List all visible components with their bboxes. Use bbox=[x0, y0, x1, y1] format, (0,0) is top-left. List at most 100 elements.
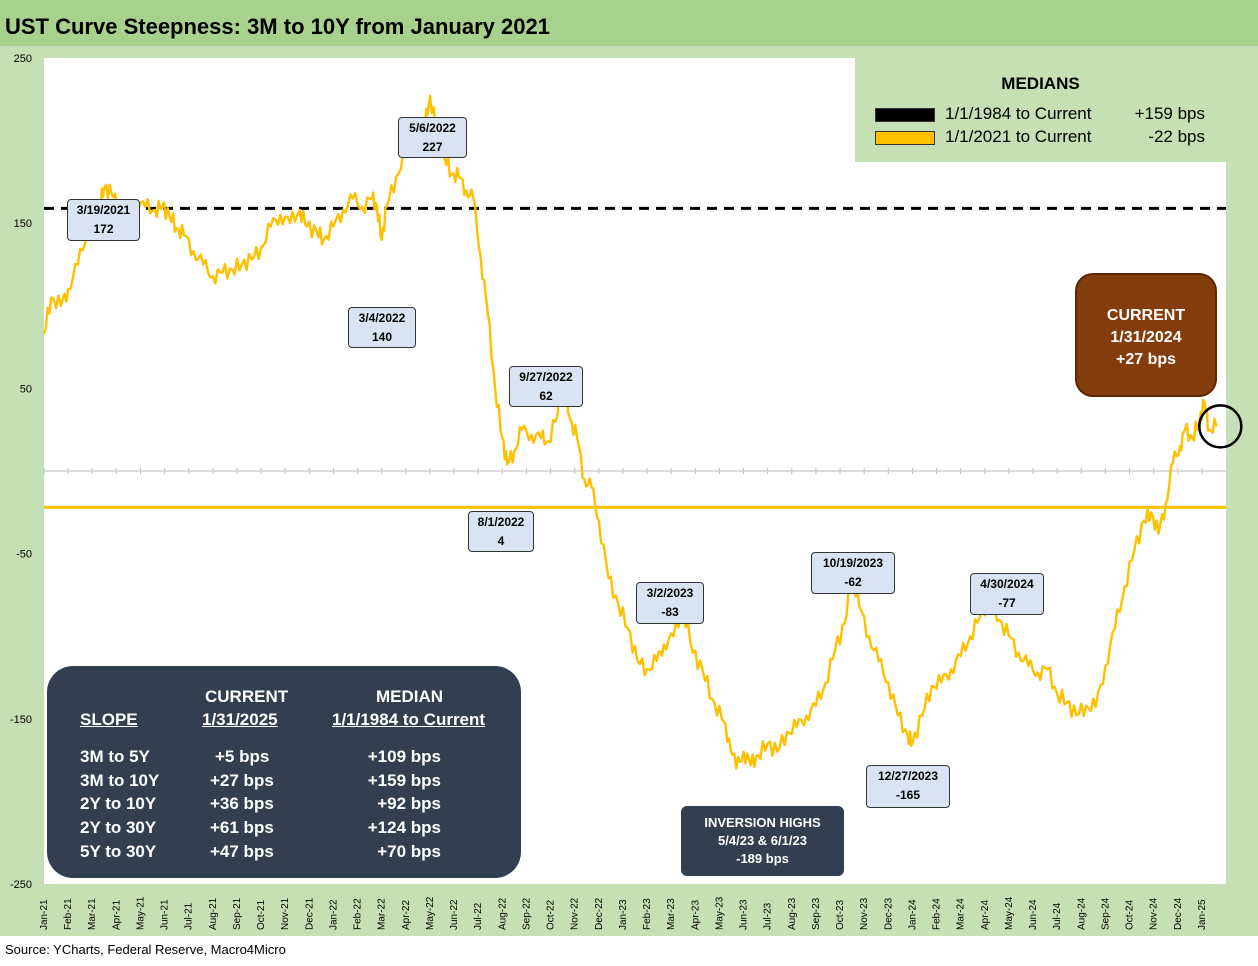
x-tick-label: Jun-22 bbox=[449, 899, 460, 930]
annotation-value: -77 bbox=[998, 596, 1016, 610]
x-tick-label: Jun-21 bbox=[160, 899, 171, 930]
x-tick-label: Nov-22 bbox=[570, 897, 581, 930]
row-median: +70 bps bbox=[377, 842, 441, 861]
medians-legend: MEDIANS 1/1/1984 to Current +159 bps 1/1… bbox=[855, 58, 1226, 162]
y-tick-label: 250 bbox=[14, 53, 32, 65]
annotation-box: 3/2/2023 -83 bbox=[636, 582, 704, 624]
x-tick-label: Feb-22 bbox=[353, 898, 364, 930]
series-line bbox=[42, 94, 1218, 770]
legend-swatch-gold bbox=[875, 131, 935, 145]
x-tick-label: Jan-25 bbox=[1197, 899, 1208, 930]
x-tick-label: Feb-23 bbox=[642, 898, 653, 930]
x-tick-label: Jun-24 bbox=[1028, 899, 1039, 930]
x-tick-label: Jul-24 bbox=[1052, 902, 1063, 930]
x-tick-label: Jul-21 bbox=[184, 902, 195, 930]
x-tick-label: Oct-24 bbox=[1125, 900, 1136, 930]
row-slope: 3M to 10Y bbox=[80, 771, 160, 790]
x-tick-label: Apr-24 bbox=[980, 900, 991, 930]
x-tick-label: May-23 bbox=[714, 896, 725, 930]
annotation-box: 4/30/2024 -77 bbox=[970, 573, 1044, 615]
header-median: MEDIAN bbox=[376, 687, 444, 706]
annotation-date: 3/2/2023 bbox=[646, 586, 694, 600]
annotation-date: 8/1/2022 bbox=[477, 515, 525, 529]
y-axis: 250 150 50 -50 -150 -250 bbox=[10, 53, 32, 891]
x-tick-label: Sep-22 bbox=[521, 897, 532, 930]
inversion-heading: INVERSION HIGHS bbox=[704, 815, 821, 830]
x-tick-label: Apr-23 bbox=[690, 900, 701, 930]
x-axis: Jan-21 Feb-21 Mar-21 Apr-21 May-21 Jun-21 Jul-… bbox=[39, 468, 1208, 930]
x-tick-label: Jan-21 bbox=[39, 899, 50, 930]
annotation-box: 8/1/2022 4 bbox=[468, 511, 534, 552]
annotation-date: 10/19/2023 bbox=[822, 556, 884, 570]
x-tick-label: Apr-22 bbox=[401, 900, 412, 930]
row-slope: 5Y to 30Y bbox=[80, 842, 157, 861]
annotation-box: 9/27/2022 62 bbox=[509, 366, 583, 407]
x-tick-label: Feb-21 bbox=[63, 898, 74, 930]
x-tick-label: Nov-24 bbox=[1149, 897, 1160, 930]
row-median: +92 bps bbox=[377, 794, 441, 813]
x-tick-label: Mar-22 bbox=[377, 898, 388, 930]
x-tick-label: Sep-21 bbox=[232, 897, 243, 930]
x-tick-label: Dec-21 bbox=[304, 897, 315, 930]
row-current: +47 bps bbox=[210, 842, 274, 861]
inversion-callout: INVERSION HIGHS 5/4/23 & 6/1/23 -189 bps bbox=[681, 806, 844, 876]
x-tick-label: Nov-21 bbox=[280, 897, 291, 930]
legend-entry-short: 1/1/2021 to Current -22 bps bbox=[875, 127, 1205, 147]
y-tick-label: 150 bbox=[14, 218, 32, 230]
x-tick-label: Jan-23 bbox=[618, 899, 629, 930]
x-tick-label: Oct-22 bbox=[546, 900, 557, 930]
annotation-value: 4 bbox=[497, 534, 505, 548]
current-date: 1/31/2024 bbox=[1110, 329, 1182, 346]
source-note: Source: YCharts, Federal Reserve, Macro4… bbox=[5, 942, 286, 957]
legend-entry-long: 1/1/1984 to Current +159 bps bbox=[875, 104, 1205, 124]
row-current: +5 bps bbox=[215, 747, 270, 766]
x-tick-label: Jun-23 bbox=[739, 899, 750, 930]
annotation-value: 172 bbox=[93, 222, 114, 236]
slope-table: CURRENT MEDIAN SLOPE 1/31/2025 1/1/1984 … bbox=[47, 666, 521, 878]
x-tick-label: Oct-23 bbox=[835, 900, 846, 930]
x-tick-label: Oct-21 bbox=[256, 900, 267, 930]
x-tick-label: May-22 bbox=[425, 896, 436, 930]
header-slope: SLOPE bbox=[80, 710, 138, 729]
annotation-value: -83 bbox=[661, 605, 679, 619]
x-tick-label: Jul-23 bbox=[763, 902, 774, 930]
x-tick-label: Mar-24 bbox=[956, 898, 967, 930]
x-tick-label: Apr-21 bbox=[111, 900, 122, 930]
y-tick-label: -150 bbox=[10, 714, 32, 726]
x-tick-label: Aug-22 bbox=[497, 897, 508, 930]
row-slope: 3M to 5Y bbox=[80, 747, 150, 766]
current-value-circle bbox=[1198, 404, 1243, 449]
annotation-box: 10/19/2023 -62 bbox=[811, 552, 895, 594]
medians-title: MEDIANS bbox=[1001, 74, 1080, 93]
x-tick-label: May-21 bbox=[135, 896, 146, 930]
x-tick-label: Aug-23 bbox=[787, 897, 798, 930]
header-median-range: 1/1/1984 to Current bbox=[332, 710, 486, 729]
x-tick-label: Sep-23 bbox=[811, 897, 822, 930]
x-tick-label: Dec-22 bbox=[594, 897, 605, 930]
header-current-date: 1/31/2025 bbox=[202, 710, 278, 729]
y-tick-label: 50 bbox=[20, 383, 32, 395]
annotation-box: 12/27/2023 -165 bbox=[866, 765, 950, 808]
annotation-box: 3/4/2022 140 bbox=[348, 307, 416, 348]
annotation-date: 12/27/2023 bbox=[877, 769, 939, 783]
header-current: CURRENT bbox=[205, 687, 289, 706]
current-callout: CURRENT 1/31/2024 +27 bps bbox=[1075, 273, 1217, 397]
annotation-date: 3/19/2021 bbox=[76, 203, 131, 217]
annotation-value: -62 bbox=[844, 575, 862, 589]
x-tick-label: Jan-22 bbox=[328, 899, 339, 930]
row-current: +61 bps bbox=[210, 818, 274, 837]
x-tick-label: Nov-23 bbox=[859, 897, 870, 930]
annotation-value: 227 bbox=[422, 140, 443, 154]
annotation-date: 4/30/2024 bbox=[980, 577, 1034, 591]
annotation-box: 5/6/2022 227 bbox=[398, 117, 467, 158]
x-tick-label: Dec-24 bbox=[1173, 897, 1184, 930]
row-median: +109 bps bbox=[367, 747, 441, 766]
annotation-date: 9/27/2022 bbox=[519, 370, 573, 384]
row-median: +124 bps bbox=[367, 818, 441, 837]
legend-value: -22 bps bbox=[1148, 127, 1205, 146]
annotation-value: 140 bbox=[371, 330, 393, 344]
chart-title: UST Curve Steepness: 3M to 10Y from Janu… bbox=[5, 14, 550, 39]
x-tick-label: Mar-21 bbox=[87, 898, 98, 930]
x-tick-label: Aug-21 bbox=[208, 897, 219, 930]
annotation-value: -165 bbox=[895, 788, 921, 802]
